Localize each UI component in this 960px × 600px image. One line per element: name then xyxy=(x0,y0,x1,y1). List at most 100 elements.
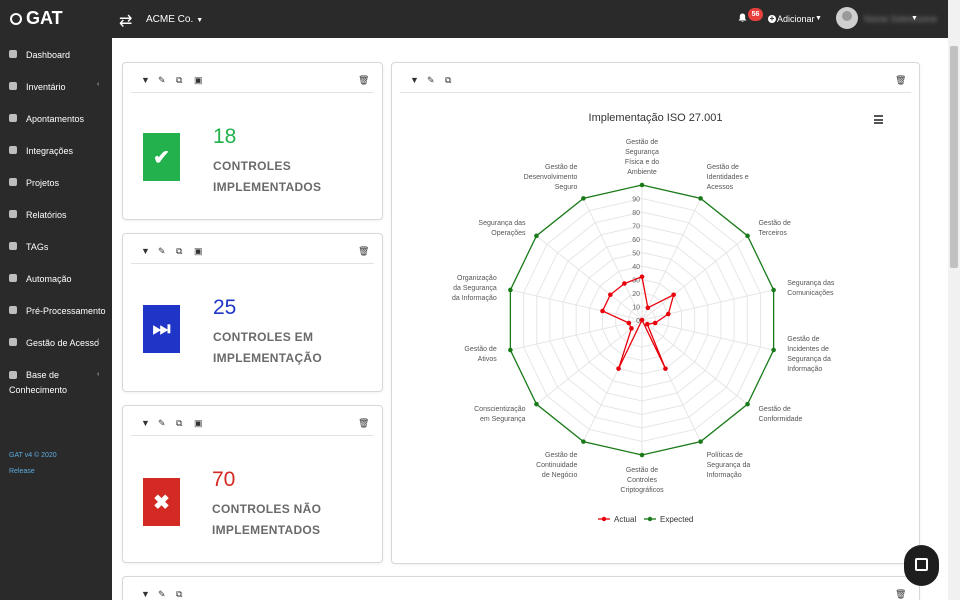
sidebar-item-tags[interactable]: TAGs xyxy=(0,232,112,262)
data-point-expected xyxy=(508,348,513,353)
chevron-left-icon: ‹ xyxy=(97,81,99,88)
sidebar-item-projetos[interactable]: Projetos xyxy=(0,168,112,198)
filter-icon[interactable]: ▼ xyxy=(141,418,150,428)
sidebar-item-dashboard[interactable]: Dashboard xyxy=(0,40,112,70)
chevron-down-icon: ▼ xyxy=(911,15,918,22)
trash-icon[interactable]: 🗑 xyxy=(358,418,369,428)
sidebar-item-base-de-conhecimento[interactable]: Base de Conhecimento ‹ xyxy=(0,362,112,398)
data-point-actual xyxy=(627,321,632,326)
add-button[interactable]: Adicionar xyxy=(777,14,815,24)
data-point-actual xyxy=(608,292,613,297)
sidebar-item-label: Base de Conhecimento xyxy=(9,368,99,398)
copy-icon[interactable]: ⧉ xyxy=(176,418,182,428)
trash-icon[interactable]: 🗑 xyxy=(895,589,906,599)
data-point-actual xyxy=(629,326,634,331)
category-label: Gestão de Continuidade de Negócio xyxy=(536,452,577,479)
inventory-icon xyxy=(9,82,17,90)
pencil-icon[interactable]: ✎ xyxy=(158,75,166,85)
card-toolbar: ▼ ✎ ⧉ ▣ 🗑 xyxy=(131,412,374,436)
check-icon: ✔ xyxy=(143,133,180,181)
sidebar-item-pre-processamento[interactable]: Pré-Processamento xyxy=(0,296,112,326)
pencil-icon[interactable]: ✎ xyxy=(158,418,166,428)
chevron-left-icon: ‹ xyxy=(97,337,99,344)
pencil-icon[interactable]: ✎ xyxy=(158,589,166,599)
radar-chart: 0102030405060708090Gestão de Segurança Fís… xyxy=(392,63,919,563)
bottom-card: ▼ ✎ ⧉ 🗑 xyxy=(122,576,920,600)
filter-icon[interactable]: ▼ xyxy=(141,246,150,256)
fast-forward-icon: ⏭ xyxy=(143,305,180,353)
app-logo[interactable]: GAT xyxy=(26,8,63,29)
copy-icon[interactable]: ⧉ xyxy=(176,246,182,256)
sidebar-item-inventario[interactable]: Inventário ‹ xyxy=(0,72,112,102)
bell-icon[interactable] xyxy=(738,13,747,23)
gear-icon xyxy=(9,306,17,314)
copy-icon[interactable]: ⧉ xyxy=(176,589,182,599)
radial-tick-label: 40 xyxy=(632,264,640,271)
category-label: Gestão de Identidades e Acessos xyxy=(707,164,749,191)
sidebar-item-label: Projetos xyxy=(26,178,59,188)
pencil-icon[interactable]: ✎ xyxy=(158,246,166,256)
kpi-label-line2: IMPLEMENTADOS xyxy=(212,520,321,541)
image-icon[interactable]: ▣ xyxy=(194,418,203,428)
category-label: Gestão de Segurança Física e do Ambiente xyxy=(625,139,659,176)
avatar[interactable] xyxy=(836,7,858,29)
radial-tick-label: 70 xyxy=(632,224,640,231)
data-point-actual xyxy=(653,321,658,326)
category-label: Políticas de Segurança da Informação xyxy=(707,452,751,479)
sidebar-item-apontamentos[interactable]: Apontamentos xyxy=(0,104,112,134)
kpi-label-line1: CONTROLES NÃO xyxy=(212,499,321,520)
image-icon[interactable]: ▣ xyxy=(194,246,203,256)
data-point-expected xyxy=(640,453,645,458)
sidebar-item-label: Pré-Processamento xyxy=(26,306,106,316)
data-point-expected xyxy=(771,288,776,293)
users-icon xyxy=(9,338,17,346)
copy-icon[interactable]: ⧉ xyxy=(176,75,182,85)
sidebar-item-relatorios[interactable]: Relatórios xyxy=(0,200,112,230)
swap-icon[interactable]: ⇄ xyxy=(119,11,132,31)
trash-icon[interactable]: 🗑 xyxy=(358,75,369,85)
sidebar-item-label: Gestão de Acesso xyxy=(26,338,99,348)
legend-label-actual: Actual xyxy=(614,515,636,524)
sidebar-item-automacao[interactable]: Automação xyxy=(0,264,112,294)
sidebar-item-label: Integrações xyxy=(26,146,73,156)
radial-tick-label: 20 xyxy=(632,291,640,298)
sidebar-item-label: TAGs xyxy=(26,242,48,252)
chat-button[interactable] xyxy=(904,545,939,586)
plus-circle-icon[interactable]: + xyxy=(768,15,776,23)
release-link[interactable]: Release xyxy=(9,468,35,475)
trash-icon[interactable]: 🗑 xyxy=(358,246,369,256)
gat-logo-icon xyxy=(10,13,22,25)
kpi-value: 25 xyxy=(213,296,236,320)
kpi-card-implemented: ▼ ✎ ⧉ ▣ 🗑 ✔ 18 CONTROLES IMPLEMENTADOS xyxy=(122,62,383,220)
sidebar-item-integracoes[interactable]: Integrações xyxy=(0,136,112,166)
legend-marker-expected xyxy=(648,517,652,521)
company-name: ACME Co. xyxy=(146,14,193,25)
card-toolbar: ▼ ✎ ⧉ 🗑 xyxy=(131,583,911,600)
radial-tick-label: 90 xyxy=(632,197,640,204)
report-icon xyxy=(9,210,17,218)
data-point-expected xyxy=(581,439,586,444)
data-point-expected xyxy=(698,439,703,444)
kpi-label-line2: IMPLEMENTAÇÃO xyxy=(213,348,322,369)
category-label: Gestão de Controles Criptográficos xyxy=(620,467,664,494)
category-label: Gestão de Incidentes de Segurança da Inform… xyxy=(787,336,831,373)
user-name[interactable]: Nome Sobrenome xyxy=(864,14,937,24)
category-label: Gestão de Desenvolvimento Seguro xyxy=(524,164,578,191)
kpi-value: 18 xyxy=(213,125,236,149)
data-point-expected xyxy=(771,348,776,353)
company-selector[interactable]: ACME Co. ▼ xyxy=(146,14,203,25)
filter-icon[interactable]: ▼ xyxy=(141,75,150,85)
kpi-value: 70 xyxy=(212,468,235,492)
sidebar-item-gestao-de-acesso[interactable]: Gestão de Acesso ‹ xyxy=(0,328,112,358)
data-point-expected xyxy=(508,288,513,293)
data-point-actual xyxy=(640,275,645,280)
plug-icon xyxy=(9,146,17,154)
scrollbar-thumb[interactable] xyxy=(950,46,958,268)
image-icon[interactable]: ▣ xyxy=(194,75,203,85)
radial-tick-label: 10 xyxy=(632,305,640,312)
kpi-label-line1: CONTROLES xyxy=(213,156,321,177)
data-point-expected xyxy=(745,402,750,407)
chevron-down-icon: ▼ xyxy=(815,15,822,22)
filter-icon[interactable]: ▼ xyxy=(141,589,150,599)
bolt-icon xyxy=(9,274,17,282)
